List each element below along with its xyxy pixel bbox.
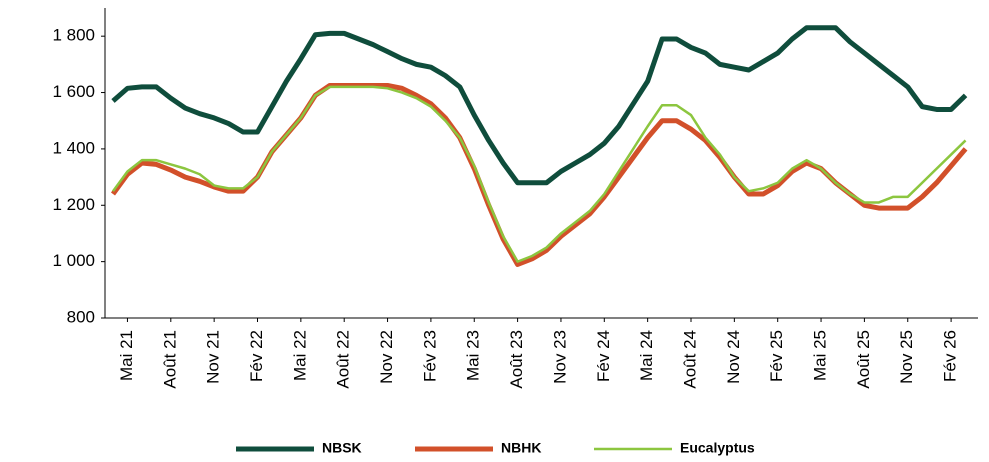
x-tick-label: Août 23 [507,330,526,389]
series-line [111,85,967,263]
x-tick-label: Août 24 [680,330,699,389]
x-tick-label: Nov 21 [204,330,223,384]
x-tick-label: Fév 26 [941,330,960,382]
legend-label: Eucalyptus [680,440,755,456]
x-tick-label: Août 25 [854,330,873,389]
x-tick-label: Nov 22 [377,330,396,384]
y-tick-label: 800 [67,307,95,326]
x-tick-label: Mai 21 [117,330,136,381]
x-tick-label: Fév 24 [594,330,613,382]
x-tick-label: Nov 25 [897,330,916,384]
y-tick-label: 1 200 [52,195,95,214]
x-tick-label: Mai 24 [637,330,656,381]
x-tick-label: Fév 22 [247,330,266,382]
series-line [110,83,968,267]
y-tick-label: 1 800 [52,26,95,45]
x-tick-label: Mai 23 [464,330,483,381]
y-tick-label: 1 000 [52,251,95,270]
legend-label: NBHK [501,440,541,456]
x-tick-label: Août 22 [334,330,353,389]
x-tick-label: Fév 25 [767,330,786,382]
x-tick-label: Nov 23 [550,330,569,384]
x-tick-label: Août 21 [160,330,179,389]
x-tick-label: Mai 22 [290,330,309,381]
x-tick-label: Fév 23 [420,330,439,382]
series-line [111,25,968,186]
y-tick-label: 1 600 [52,82,95,101]
x-tick-label: Mai 25 [811,330,830,381]
y-tick-label: 1 400 [52,138,95,157]
x-tick-label: Nov 24 [724,330,743,384]
legend-label: NBSK [322,440,362,456]
